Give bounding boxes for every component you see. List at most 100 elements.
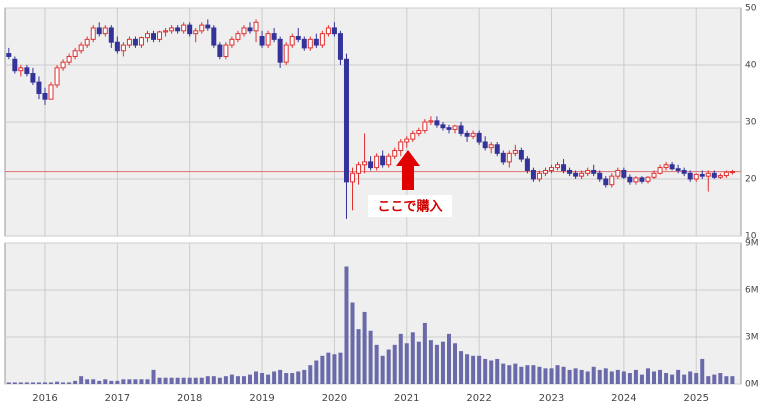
candle-body	[84, 38, 90, 46]
volume-bar	[422, 322, 427, 384]
x-tick-label: 2020	[322, 393, 347, 404]
volume-bar	[175, 377, 180, 384]
volume-bar	[471, 355, 476, 384]
candle-body	[681, 169, 687, 174]
annotation-box	[368, 195, 452, 217]
candle-body	[573, 172, 579, 177]
candle-body	[699, 173, 705, 177]
volume-bar	[712, 374, 717, 384]
volume-bar	[465, 354, 470, 384]
candle-body	[524, 158, 530, 171]
volume-bar	[133, 379, 138, 384]
volume-bar	[531, 365, 536, 384]
volume-bar	[380, 355, 385, 384]
candle-body	[108, 27, 114, 43]
volume-bar	[302, 369, 307, 384]
candle-body	[398, 141, 404, 151]
candle-body	[603, 178, 609, 186]
candle-body	[669, 164, 675, 170]
volume-bar	[386, 349, 391, 384]
volume-bar	[284, 373, 289, 384]
candle-body	[645, 176, 651, 182]
volume-bar	[248, 374, 252, 384]
volume-bar	[652, 371, 657, 384]
volume-bar	[127, 379, 132, 384]
candle-body	[247, 27, 253, 32]
candle-body	[343, 58, 349, 183]
candle-body	[253, 21, 259, 32]
volume-bar	[416, 341, 421, 384]
candle-body	[410, 132, 416, 140]
candle-body	[277, 38, 283, 63]
candle-body	[337, 33, 343, 60]
candle-body	[295, 36, 301, 40]
candle-body	[241, 27, 247, 35]
candle-body	[500, 152, 506, 163]
volume-bar	[12, 382, 17, 384]
volume-bar	[688, 371, 693, 384]
volume-bar	[495, 358, 500, 384]
x-tick-label: 2021	[394, 393, 419, 404]
volume-bar	[639, 374, 644, 384]
candle-body	[144, 33, 150, 39]
volume-bar	[350, 302, 355, 384]
annotation: ここで購入	[377, 199, 442, 215]
candle-body	[181, 24, 187, 32]
volume-bar	[157, 377, 162, 384]
volume-bar	[453, 343, 458, 384]
volume-bar	[49, 382, 54, 384]
candle-body	[476, 132, 482, 143]
volume-bar	[344, 266, 349, 384]
volume-bar	[55, 381, 60, 384]
volume-bar	[567, 369, 572, 384]
volume-bar	[597, 369, 602, 384]
volume-bar	[519, 366, 524, 384]
volume-bar	[362, 311, 367, 384]
candle-body	[24, 67, 30, 75]
volume-bar	[410, 332, 415, 384]
candle-body	[54, 67, 60, 86]
plot-layer: 10 20 30 40 50 0M 3M 6M 9M 2016 2017 2018 2019 2020 20…	[5, 4, 759, 404]
candle-body	[36, 81, 42, 94]
candle-body	[705, 172, 711, 177]
candle-body	[693, 173, 699, 180]
volume-bar	[97, 380, 102, 384]
candle-body	[440, 124, 446, 129]
volume-bar	[549, 368, 554, 384]
candle-body	[126, 38, 132, 46]
volume-bar	[392, 344, 397, 384]
volume-bar	[428, 340, 433, 384]
volume-bar	[670, 374, 675, 384]
volume-bar	[621, 371, 626, 384]
x-tick-label: 2017	[105, 393, 130, 404]
candle-body	[42, 93, 48, 100]
candle-body	[518, 150, 524, 160]
candle-body	[428, 120, 434, 123]
y2-tick-label: 9M	[745, 239, 759, 249]
candle-body	[567, 169, 573, 174]
candle-body	[621, 169, 627, 178]
candle-body	[319, 33, 325, 46]
x-tick-label: 2023	[539, 393, 564, 404]
y2-tick-label: 6M	[745, 286, 759, 296]
volume-bar	[609, 371, 614, 384]
arrow	[396, 150, 420, 190]
candle-body	[657, 167, 663, 174]
volume-bar	[537, 366, 542, 384]
y-tick-label: 40	[745, 61, 757, 71]
candle-body	[12, 58, 18, 72]
candle-body	[307, 38, 313, 49]
candle-body	[18, 67, 24, 72]
candle-body	[211, 27, 217, 46]
volume-bar	[18, 382, 23, 384]
volume-bar	[326, 352, 331, 384]
candle-body	[151, 33, 157, 40]
candle-body	[542, 169, 548, 174]
volume-bar	[193, 377, 198, 384]
volume-bar	[139, 379, 144, 384]
x-tick-label: 2022	[466, 393, 491, 404]
volume-bar	[115, 380, 120, 384]
volume-bar	[525, 365, 530, 384]
candle-body	[217, 44, 223, 57]
volume-bar	[6, 382, 11, 384]
